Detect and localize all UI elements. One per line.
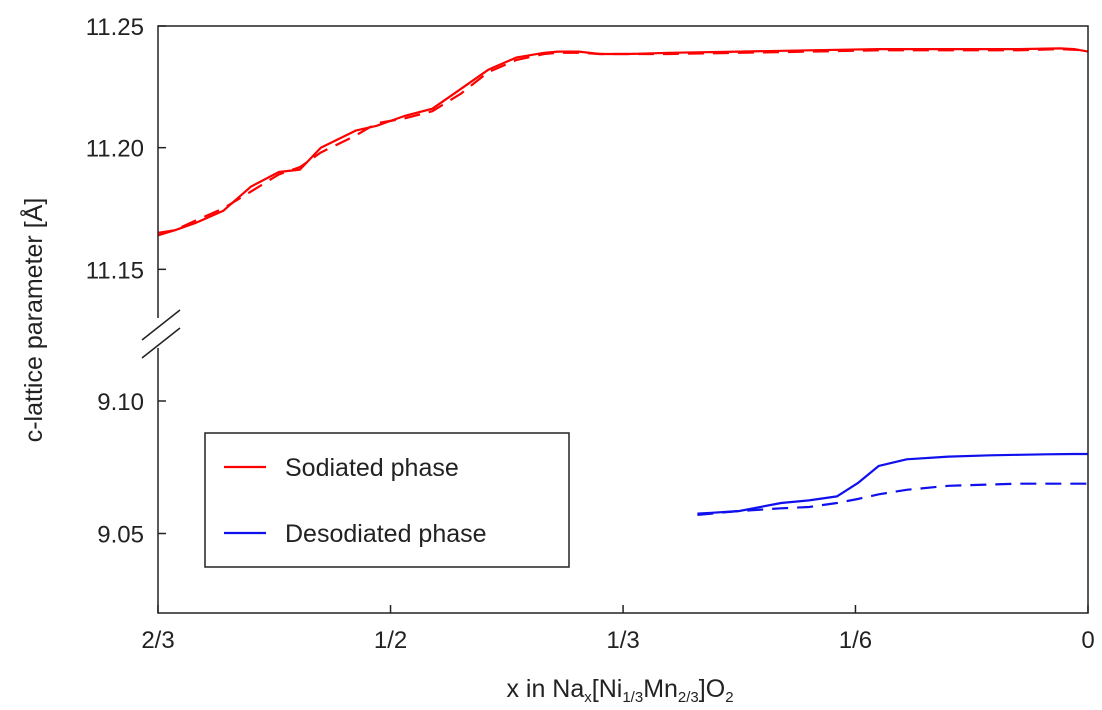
x-tick-label: 2/3 bbox=[141, 627, 174, 654]
x-tick-label: 1/6 bbox=[839, 627, 872, 654]
y-tick-label: 11.20 bbox=[86, 136, 144, 163]
x-tick-label: 0 bbox=[1081, 627, 1094, 654]
legend-label-desodiated: Desodiated phase bbox=[285, 520, 487, 548]
axis-break-mark-upper bbox=[141, 309, 181, 341]
x-axis-title-part: x in Na bbox=[506, 675, 584, 703]
series-line-1 bbox=[157, 47, 1089, 237]
x-tick-label: 1/2 bbox=[374, 627, 407, 654]
y-tick-label: 9.05 bbox=[97, 522, 144, 549]
labels-layer: c-lattice parameter [Å] x in Nax[Ni1/3Mn… bbox=[18, 198, 734, 706]
x-axis-title-part: [Ni bbox=[592, 675, 623, 703]
legend: Sodiated phase Desodiated phase bbox=[204, 432, 570, 568]
y-tick-label: 9.10 bbox=[97, 389, 144, 416]
series-line-3 bbox=[697, 482, 1088, 516]
x-axis-title-subscript: x bbox=[584, 689, 592, 706]
legend-box bbox=[204, 432, 570, 568]
x-axis-title-part: Mn bbox=[643, 675, 678, 703]
x-axis-title-subscript: 2 bbox=[725, 689, 733, 706]
x-axis-title-part: ]O bbox=[699, 675, 725, 703]
legend-label-sodiated: Sodiated phase bbox=[285, 454, 459, 482]
y-axis-title: c-lattice parameter [Å] bbox=[18, 198, 48, 443]
y-tick-label: 11.15 bbox=[86, 257, 144, 284]
x-axis-title-subscript: 1/3 bbox=[622, 689, 643, 706]
x-axis-title: x in Nax[Ni1/3Mn2/3]O2 bbox=[506, 675, 733, 706]
axis-break-gap bbox=[150, 318, 166, 348]
series-layer bbox=[157, 47, 1089, 516]
series-line-0 bbox=[157, 47, 1089, 234]
x-axis-title-subscript: 2/3 bbox=[678, 689, 699, 706]
y-tick-label: 11.25 bbox=[86, 14, 144, 41]
x-tick-label: 1/3 bbox=[606, 627, 639, 654]
axis-break-mark-lower bbox=[141, 327, 181, 359]
series-line-2 bbox=[697, 452, 1088, 515]
ticks-layer: 2/3 1/2 1/3 1/6 0 11.25 11.20 11.15 9.10 9.05 bbox=[86, 14, 1095, 654]
